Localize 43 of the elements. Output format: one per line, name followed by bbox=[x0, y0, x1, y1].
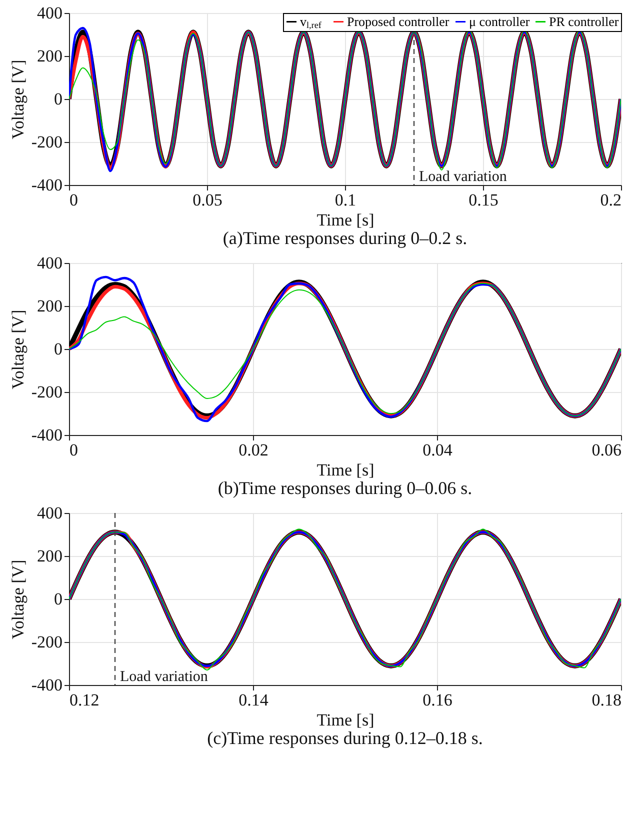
x-axis-title: Time [s] bbox=[316, 710, 374, 730]
y-tick-label: 400 bbox=[37, 504, 62, 522]
x-tick-label: 0.1 bbox=[334, 190, 356, 210]
x-tick-label: 0.2 bbox=[600, 190, 622, 210]
legend-label: PR controller bbox=[549, 14, 620, 29]
y-tick-label: -400 bbox=[31, 176, 62, 194]
x-tick-label: 0.16 bbox=[422, 690, 452, 710]
x-tick-label: 0.06 bbox=[592, 440, 622, 460]
legend-label: Proposed controller bbox=[347, 14, 450, 29]
x-tick-label: 0.05 bbox=[192, 190, 222, 210]
x-axis-title: Time [s] bbox=[316, 210, 374, 230]
text: (c)Time responses during 0.12–0.18 s. bbox=[207, 728, 483, 748]
ref-line-label: Load variation bbox=[120, 669, 208, 685]
y-tick-label: 200 bbox=[37, 546, 62, 566]
x-tick-label: 0 bbox=[70, 440, 78, 460]
y-tick-label: -400 bbox=[31, 426, 62, 444]
legend-label: v$_{l,ref}$ bbox=[300, 14, 322, 30]
x-tick-label: 0.18 bbox=[592, 690, 622, 710]
x-tick-label: 0.15 bbox=[468, 190, 498, 210]
y-tick-label: -200 bbox=[31, 632, 62, 652]
y-tick-label: 200 bbox=[37, 46, 62, 66]
y-tick-label: 200 bbox=[37, 296, 62, 316]
x-tick-label: 0.04 bbox=[422, 440, 453, 460]
y-axis-title: Voltage [V] bbox=[8, 60, 28, 140]
y-tick-label: 0 bbox=[54, 340, 62, 358]
x-tick-label: 0.14 bbox=[238, 690, 269, 710]
y-tick-label: -200 bbox=[31, 382, 62, 402]
y-axis-title: Voltage [V] bbox=[8, 310, 28, 390]
x-tick-label: 0 bbox=[70, 190, 78, 210]
y-tick-label: 0 bbox=[54, 590, 62, 608]
x-axis-title: Time [s] bbox=[316, 460, 374, 480]
y-tick-label: 400 bbox=[37, 254, 62, 272]
y-tick-label: 400 bbox=[37, 4, 62, 22]
text: (b)Time responses during 0–0.06 s. bbox=[218, 478, 472, 498]
y-tick-label: -400 bbox=[31, 676, 62, 694]
y-axis-title: Voltage [V] bbox=[8, 560, 28, 640]
legend-label: μ controller bbox=[469, 14, 530, 29]
x-tick-label: 0.02 bbox=[238, 440, 268, 460]
text: (a)Time responses during 0–0.2 s. bbox=[222, 228, 468, 248]
ref-line-label: Load variation bbox=[419, 169, 508, 185]
x-tick-label: 0.12 bbox=[70, 690, 100, 710]
y-tick-label: 0 bbox=[54, 90, 62, 108]
y-tick-label: -200 bbox=[31, 132, 62, 152]
